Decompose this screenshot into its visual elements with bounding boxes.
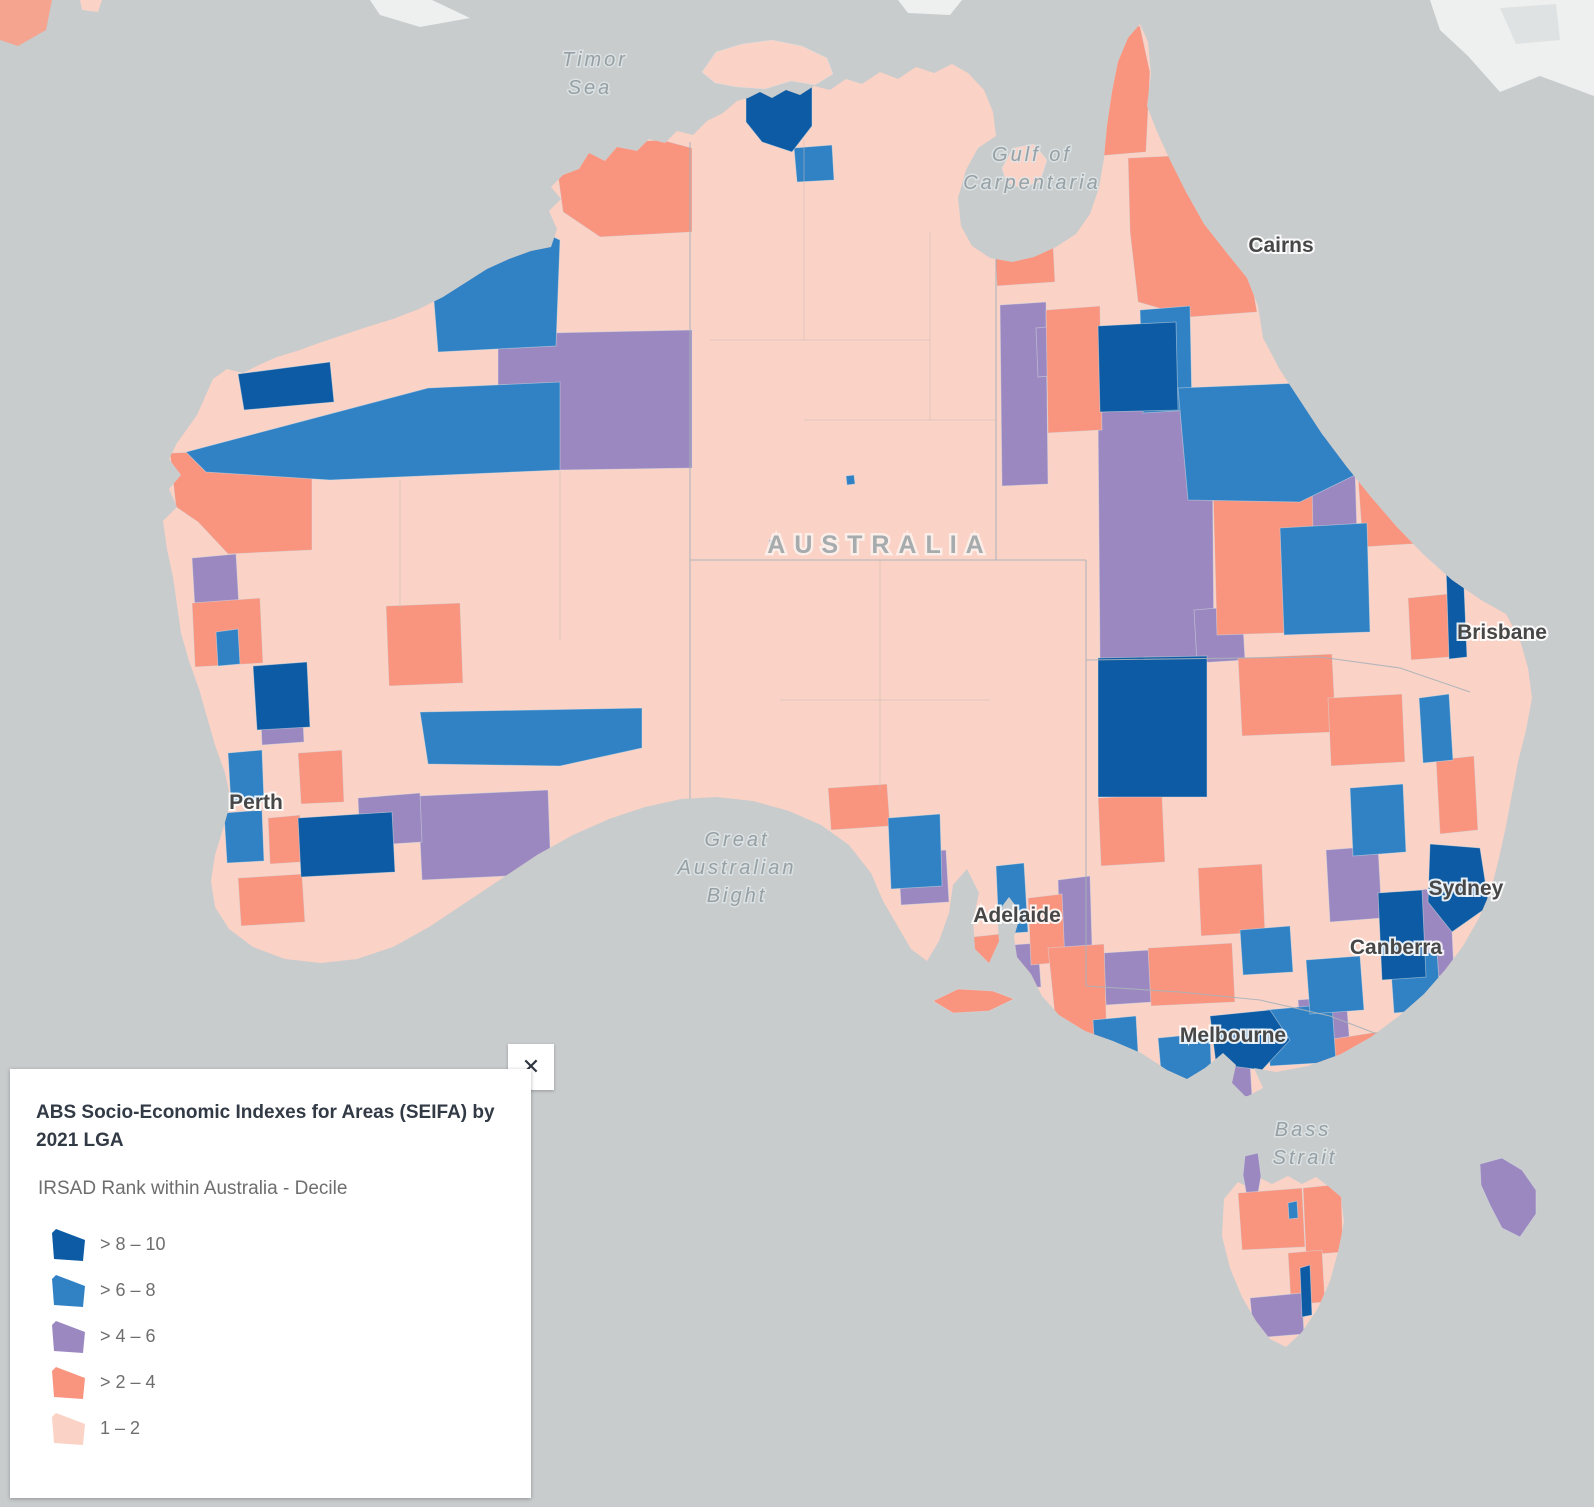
gulf-of-carpentaria-label: Gulf of [992,144,1072,166]
legend-item-label: > 6 – 8 [100,1280,156,1301]
city-label-sydney: Sydney [1429,877,1504,900]
state-borders [399,140,1471,1043]
legend-item: > 8 – 10 [52,1228,507,1262]
timor-sea-label: Sea [568,77,613,99]
offshore-islands [701,39,1537,1238]
city-label-cairns: Cairns [1248,234,1313,257]
great-australian-bight-label: Australian [677,857,797,879]
legend-item: > 2 – 4 [52,1366,507,1400]
legend-swatch-2-4 [52,1367,85,1400]
legend-swatch-1-2 [52,1413,85,1446]
legend-item-label: 1 – 2 [100,1418,141,1439]
legend-item: > 6 – 8 [52,1274,507,1308]
legend-swatch-4-6 [52,1321,85,1354]
legend-swatch-8-10 [52,1229,85,1262]
legend-panel: ABS Socio-Economic Indexes for Areas (SE… [10,1069,531,1498]
great-australian-bight-label: Bight [707,885,768,907]
decile-8-10-regions [237,83,1490,1071]
legend-item-label: > 4 – 6 [100,1326,156,1347]
city-label-perth: Perth [229,791,283,814]
bass-strait-label: Strait [1273,1147,1338,1169]
gulf-of-carpentaria-label: Carpentaria [963,172,1101,194]
country-label: AUSTRALIA [767,531,992,559]
city-label-melbourne: Melbourne [1180,1024,1286,1047]
great-australian-bight-label: Great [704,829,769,851]
legend-item: > 4 – 6 [52,1320,507,1354]
legend-field-label: IRSAD Rank within Australia - Decile [38,1178,348,1200]
other-landmasses [0,0,1594,96]
city-label-brisbane: Brisbane [1457,621,1547,644]
legend-rows: > 8 – 10 > 6 – 8 > 4 – 6 > 2 – 4 1 – 2 [52,1228,507,1446]
legend-item-label: > 8 – 10 [100,1234,166,1255]
bass-strait-label: Bass [1275,1119,1331,1141]
legend-title: ABS Socio-Economic Indexes for Areas (SE… [36,1102,495,1151]
legend-item-label: > 2 – 4 [100,1372,156,1393]
map-labels: Timor Sea Gulf of Carpentaria Great Aust… [227,48,1549,1171]
city-label-canberra: Canberra [1350,936,1443,959]
legend-swatch-6-8 [52,1275,85,1308]
city-label-adelaide: Adelaide [973,904,1061,927]
legend-item: 1 – 2 [52,1412,507,1446]
timor-sea-label: Timor [562,49,628,71]
